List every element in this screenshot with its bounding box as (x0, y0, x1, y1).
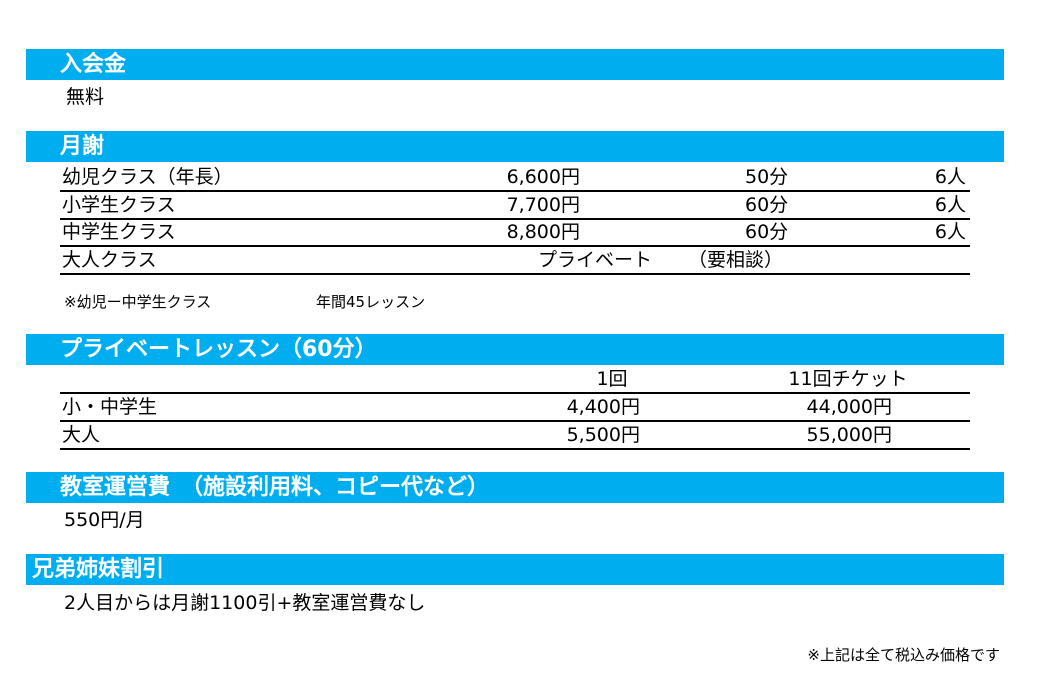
table-row: 小・中学生 4,400円 44,000円 (60, 394, 970, 422)
table-header-row: 1回 11回チケット (60, 366, 970, 394)
class-price: 6,600円 (506, 166, 580, 188)
class-name: 幼児クラス（年長） (62, 166, 233, 188)
sibling-header: 兄弟姉妹割引 (26, 554, 1004, 585)
tuition-header: 月謝 (26, 131, 1004, 162)
private-ticket: 55,000円 (806, 424, 892, 446)
admission-value: 無料 (66, 86, 105, 108)
class-capacity: 6人 (934, 221, 966, 243)
class-name: 大人クラス (62, 249, 157, 271)
table-row: 中学生クラス 8,800円 60分 6人 (60, 219, 970, 247)
class-minutes: 60分 (745, 194, 789, 216)
tuition-title: 月謝 (60, 134, 105, 159)
col-ticket: 11回チケット (788, 368, 908, 390)
operating-title: 教室運営費 （施設利用料、コピー代など） (60, 475, 490, 500)
table-row: 小学生クラス 7,700円 60分 6人 (60, 192, 970, 220)
class-capacity: 6人 (934, 166, 966, 188)
class-name: 小学生クラス (62, 194, 176, 216)
admission-header: 入会金 (26, 49, 1004, 80)
class-minutes: 60分 (745, 221, 789, 243)
table-row: 大人 5,500円 55,000円 (60, 422, 970, 450)
class-note-private: プライベート (538, 249, 653, 271)
class-name: 中学生クラス (62, 221, 176, 243)
private-header: プライベートレッスン（60分） (26, 334, 1004, 365)
table-row: 幼児クラス（年長） 6,600円 50分 6人 (60, 164, 970, 192)
private-title: プライベートレッスン（60分） (60, 337, 377, 362)
tuition-footnote-lessons: 年間45レッスン (316, 293, 426, 311)
private-name: 大人 (62, 424, 101, 446)
private-ticket: 44,000円 (806, 396, 892, 418)
class-price: 8,800円 (506, 221, 580, 243)
private-single: 5,500円 (566, 424, 640, 446)
private-name: 小・中学生 (62, 396, 158, 418)
sibling-value: 2人目からは月謝1100引+教室運営費なし (64, 592, 426, 614)
class-note-consult: （要相談） (688, 249, 784, 271)
operating-header: 教室運営費 （施設利用料、コピー代など） (26, 472, 1004, 503)
tuition-footnote: ※幼児ー中学生クラス (64, 293, 212, 311)
class-capacity: 6人 (934, 194, 966, 216)
tax-note: ※上記は全て税込み価格です (807, 646, 1000, 664)
operating-value: 550円/月 (64, 509, 145, 531)
class-minutes: 50分 (745, 166, 789, 188)
col-single: 1回 (596, 368, 628, 390)
private-single: 4,400円 (566, 396, 640, 418)
class-price: 7,700円 (506, 194, 580, 216)
admission-title: 入会金 (60, 52, 127, 77)
table-row: 大人クラス プライベート （要相談） (60, 247, 970, 275)
sibling-title: 兄弟姉妹割引 (32, 557, 165, 582)
